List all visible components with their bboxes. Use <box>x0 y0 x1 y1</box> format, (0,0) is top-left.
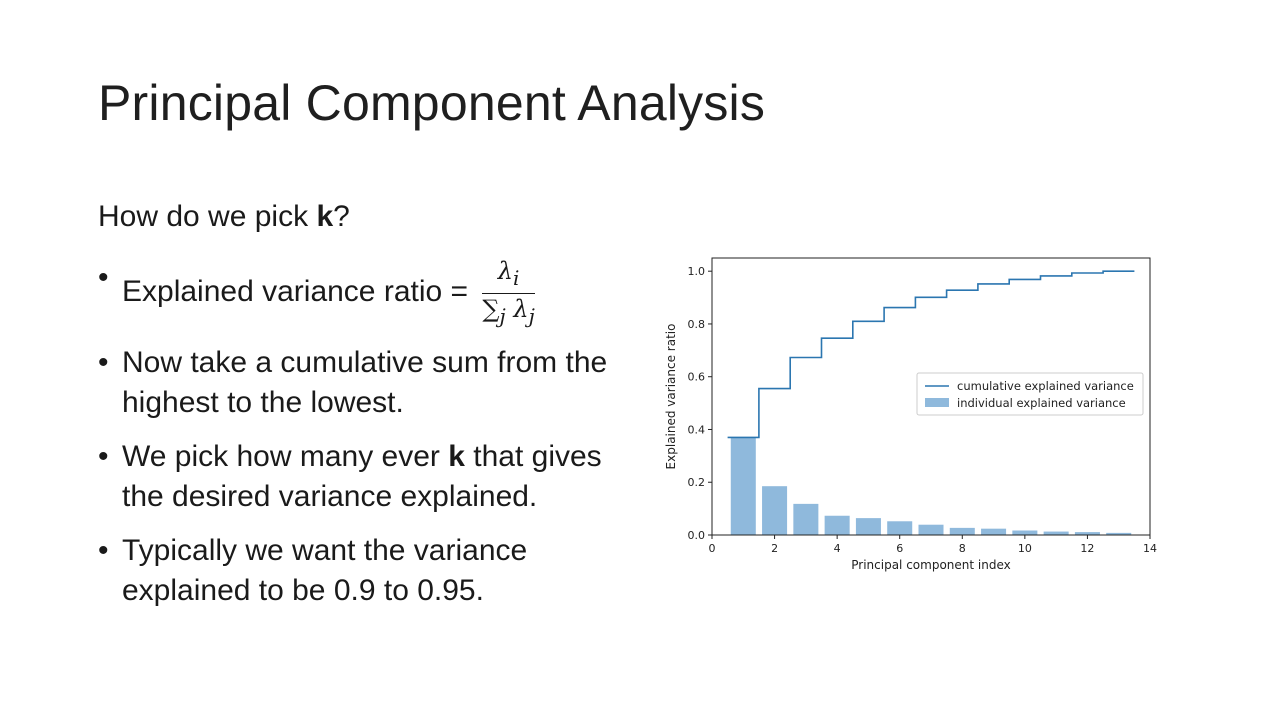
slide-title: Principal Component Analysis <box>98 75 766 131</box>
bar-pc-9 <box>981 528 1007 535</box>
formula-numerator: λi <box>482 257 535 294</box>
x-tick-label-0: 0 <box>709 542 716 555</box>
bullet-3-k: k <box>448 439 465 473</box>
bar-pc-6 <box>887 521 913 535</box>
bullet-3-suffix: that gives the desired variance explaine… <box>122 439 602 513</box>
y-axis-label: Explained variance ratio <box>664 324 678 470</box>
bullet-4: • Typically we want the variance explain… <box>98 531 618 611</box>
x-tick-label-8: 8 <box>959 542 966 555</box>
pca-chart: 0 2 4 6 8 10 12 14 0.0 0.2 0.4 0.6 0.8 1.0 Principal c… <box>664 257 1157 572</box>
y-tick-label-3: 0.6 <box>688 371 706 384</box>
bar-pc-10 <box>1012 530 1038 535</box>
bullet-1-text: Explained variance ratio = <box>122 275 477 309</box>
bar-pc-7 <box>918 524 944 535</box>
bullet-dot: • <box>98 439 109 473</box>
bullet-dot: • <box>98 261 109 294</box>
x-tick-label-10: 10 <box>1018 542 1032 555</box>
formula-sub-j: j <box>499 303 506 328</box>
bullet-list: • Explained variance ratio = λi ∑j λj • N… <box>98 258 618 625</box>
bar-pc-4 <box>824 515 850 535</box>
bar-pc-13 <box>1106 532 1132 535</box>
x-tick-label-14: 14 <box>1143 542 1157 555</box>
formula-lambda-sub-j: j <box>528 303 535 328</box>
x-tick-label-6: 6 <box>896 542 903 555</box>
y-tick-label-0: 0.0 <box>688 529 706 542</box>
bar-pc-3 <box>793 503 819 535</box>
variance-ratio-formula: λi ∑j λj <box>482 257 535 329</box>
bar-pc-1 <box>730 437 756 535</box>
y-tick-label-2: 0.4 <box>688 423 706 436</box>
question-prefix: How do we pick <box>98 200 317 233</box>
formula-lambda-j: λ <box>513 294 529 323</box>
bullet-dot: • <box>98 533 109 567</box>
x-tick-label-2: 2 <box>771 542 778 555</box>
bar-pc-8 <box>949 527 975 535</box>
bar-pc-11 <box>1043 531 1069 535</box>
question-suffix: ? <box>333 200 350 233</box>
bullet-2: • Now take a cumulative sum from the hig… <box>98 343 618 423</box>
formula-sub-i: i <box>512 265 520 290</box>
x-tick-label-4: 4 <box>834 542 841 555</box>
question-k: k <box>316 200 334 233</box>
formula-lambda: λ <box>497 257 513 285</box>
question: How do we pick k? <box>98 200 350 234</box>
legend-label-individual: individual explained variance <box>957 396 1126 410</box>
bullet-3-prefix: We pick how many ever <box>122 439 449 473</box>
bullet-dot: • <box>98 345 109 379</box>
y-tick-label-1: 0.2 <box>688 476 706 489</box>
legend-label-cumulative: cumulative explained variance <box>957 379 1134 393</box>
x-tick-label-12: 12 <box>1080 542 1094 555</box>
bullet-1: • Explained variance ratio = λi ∑j λj <box>98 258 618 329</box>
cumulative-step-line <box>727 270 1135 439</box>
formula-sum: ∑ <box>482 294 500 323</box>
y-tick-label-5: 1.0 <box>688 265 706 278</box>
formula-denominator: ∑j λj <box>482 294 534 329</box>
bullet-4-text: Typically we want the variance explained… <box>122 533 528 607</box>
x-axis-label: Principal component index <box>851 558 1010 572</box>
bar-pc-12 <box>1074 532 1100 535</box>
legend-bar-swatch <box>925 398 949 407</box>
bar-pc-2 <box>762 486 788 535</box>
bullet-2-text: Now take a cumulative sum from the highe… <box>122 345 608 419</box>
legend-box <box>916 372 1144 416</box>
bullet-3: • We pick how many ever k that gives the… <box>98 437 618 517</box>
plot-area: 0 2 4 6 8 10 12 14 0.0 0.2 0.4 0.6 0.8 1.0 Principal c… <box>664 257 1157 572</box>
bar-pc-5 <box>855 518 881 535</box>
plot-frame <box>711 257 1151 536</box>
y-tick-label-4: 0.8 <box>688 318 706 331</box>
